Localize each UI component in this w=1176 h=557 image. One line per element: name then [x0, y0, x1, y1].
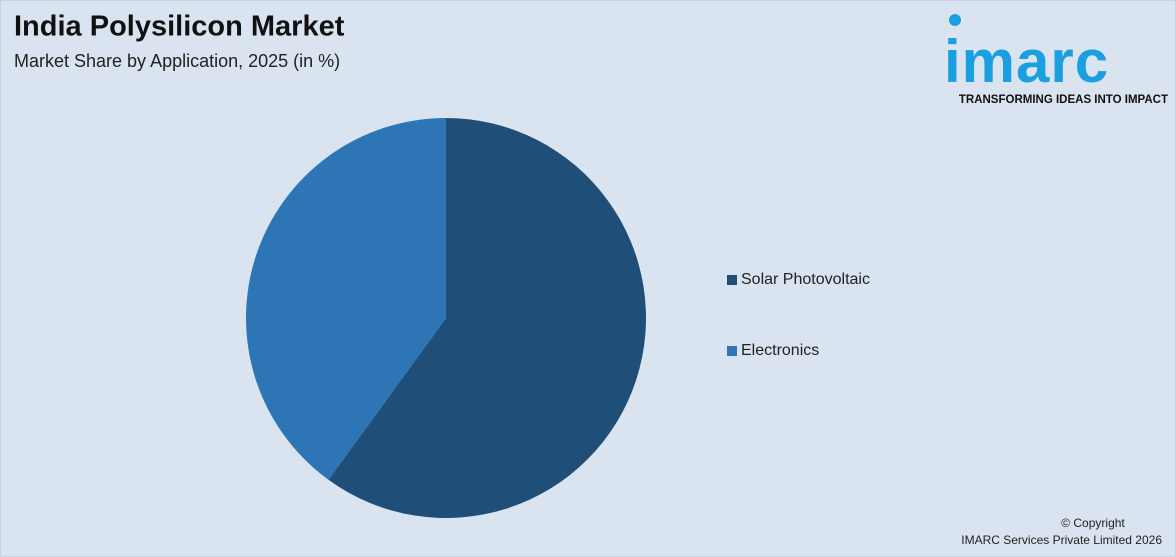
- copyright: IMARC Services Private Limited 2026: [961, 533, 1162, 547]
- chart-subtitle: Market Share by Application, 2025 (in %): [14, 51, 340, 71]
- chart-title: India Polysilicon Market: [14, 11, 345, 43]
- logo: imarc: [944, 28, 1109, 95]
- pie-slice: [328, 118, 646, 519]
- legend-label: Electronics: [741, 342, 819, 359]
- pie-slice: [246, 117, 446, 480]
- legend-swatch: [727, 275, 737, 285]
- legend-swatch: [727, 346, 737, 356]
- copyright: © Copyright: [1061, 516, 1125, 530]
- legend-label: Solar Photovoltaic: [741, 271, 870, 288]
- logo-tagline: TRANSFORMING IDEAS INTO IMPACT: [959, 94, 1168, 106]
- logo-dot: [949, 14, 961, 26]
